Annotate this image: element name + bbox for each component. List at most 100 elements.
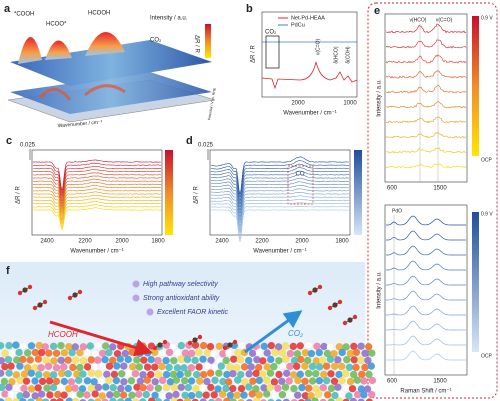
particle <box>98 392 107 400</box>
particle <box>199 355 207 363</box>
atom <box>192 337 198 343</box>
feature: High pathway selectivity <box>143 281 218 288</box>
atom <box>312 287 318 293</box>
particle <box>361 349 369 358</box>
panel-label: d <box>186 135 193 147</box>
particle <box>105 376 113 385</box>
atom <box>32 305 38 311</box>
particle <box>338 348 346 357</box>
atom <box>342 320 348 326</box>
particle <box>109 383 117 392</box>
particle <box>170 356 178 365</box>
particle <box>83 348 92 357</box>
feature-list: High pathway selectivity Strong antioxid… <box>132 280 229 316</box>
particle <box>367 362 376 370</box>
particle <box>187 349 196 358</box>
molecules <box>17 284 358 351</box>
particle <box>319 383 328 392</box>
particle <box>37 363 45 372</box>
particle <box>165 392 173 400</box>
particle <box>154 356 162 365</box>
particle <box>72 397 80 401</box>
panel-label: b <box>246 3 253 15</box>
annotation: δ(HCO) <box>333 46 339 64</box>
particle <box>116 355 125 363</box>
panel-b: b Net-Pd-HEAA PdCu CO₂ ν(C=O) δ(HCO) δ(C… <box>246 3 357 117</box>
tick-label: 2400 <box>215 239 229 245</box>
spectrum <box>32 169 162 199</box>
annotation: ν(C=O) <box>315 39 321 56</box>
particle <box>177 383 186 392</box>
particle <box>135 363 144 371</box>
particle <box>271 348 279 357</box>
colorbar <box>472 212 479 352</box>
particle <box>158 349 166 357</box>
particle <box>247 363 255 371</box>
particle <box>7 362 15 370</box>
particle <box>71 384 79 392</box>
particle <box>364 356 372 365</box>
particle <box>172 390 180 399</box>
spectrum <box>385 147 467 154</box>
spectrum <box>210 160 350 198</box>
particle <box>191 398 199 401</box>
particle <box>128 391 136 399</box>
tick-label: 2000 <box>115 239 129 245</box>
particle <box>54 390 62 399</box>
particle <box>252 385 260 393</box>
particle <box>255 391 263 399</box>
spectrum <box>210 195 350 230</box>
particle <box>349 370 358 379</box>
particle <box>229 384 237 393</box>
panel-d: d 0.025 ΔR / R CO 2400 2200 2000 1800 Wa… <box>186 135 362 255</box>
spectrum <box>385 23 467 34</box>
particle <box>289 342 298 351</box>
axis-label: Wavenumber / cm⁻¹ <box>70 249 124 255</box>
spectrum <box>32 165 162 197</box>
particle <box>124 397 132 401</box>
particle <box>83 363 92 371</box>
particle <box>184 383 193 392</box>
particle <box>7 390 15 399</box>
particle <box>352 348 361 357</box>
particle <box>98 362 107 371</box>
arrow <box>244 310 303 354</box>
particle <box>0 356 6 365</box>
tick-label: 2000 <box>295 239 309 245</box>
particle <box>281 342 290 350</box>
colorbar <box>205 24 211 58</box>
feature: Strong antioxidant ability <box>143 295 220 302</box>
particle <box>353 376 362 384</box>
spectrum <box>385 245 466 256</box>
spectrum <box>32 201 162 226</box>
particle <box>44 362 53 371</box>
particle <box>46 391 54 399</box>
particle <box>154 384 163 393</box>
panel-label: f <box>6 265 10 277</box>
particle <box>0 383 6 392</box>
particle <box>318 356 327 365</box>
feature: Excellent FAOR kinetic <box>157 309 229 316</box>
tick-label: 2400 <box>40 239 54 245</box>
particle <box>352 363 360 372</box>
particle <box>22 377 31 385</box>
particle <box>0 341 5 350</box>
particle <box>267 341 276 350</box>
particle <box>142 390 151 399</box>
particle <box>27 369 36 377</box>
axis-label: Intensity / a.u. <box>377 271 383 309</box>
particle <box>50 357 58 365</box>
particle <box>23 364 32 372</box>
particle <box>8 349 16 358</box>
smiley-icon <box>146 308 154 316</box>
particle <box>229 369 237 378</box>
particle <box>195 390 203 399</box>
particle <box>49 342 58 351</box>
particle <box>94 356 102 364</box>
particle <box>266 369 275 377</box>
particle <box>37 348 46 357</box>
particle <box>290 384 298 393</box>
particle <box>45 377 54 385</box>
particle <box>334 356 342 364</box>
particle <box>195 348 203 357</box>
